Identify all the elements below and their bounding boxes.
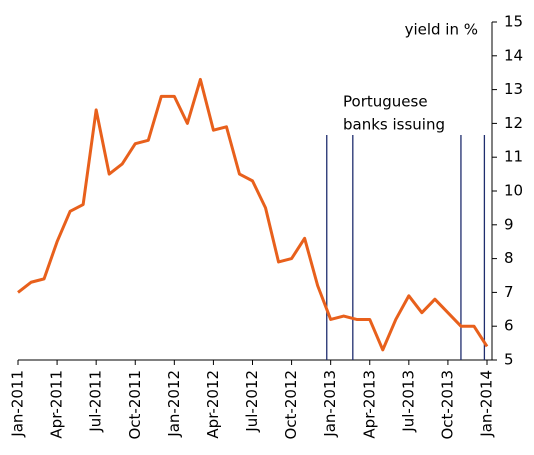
y-tick-label: 12 [504, 114, 523, 132]
x-tick-label: Jul-2013 [399, 370, 417, 433]
y-tick-label: 8 [504, 249, 514, 267]
y-tick-label: 11 [504, 148, 523, 166]
x-tick-label: Apr-2012 [204, 370, 222, 439]
y-tick-label: 9 [504, 215, 514, 233]
y-tick-label: 6 [504, 317, 514, 335]
annotation: Portuguese [343, 93, 428, 111]
y-tick-label: 13 [504, 80, 523, 98]
y-axis-label: yield in % [405, 21, 478, 39]
x-tick-label: Jul-2011 [87, 370, 105, 433]
x-tick-label: Jan-2012 [165, 370, 183, 438]
x-tick-label: Jul-2012 [243, 370, 261, 433]
x-tick-label: Jan-2013 [321, 370, 339, 438]
y-tick-label: 10 [504, 182, 523, 200]
data-line [17, 77, 489, 352]
y-tick-label: 14 [504, 46, 523, 64]
x-tick-label: Apr-2013 [360, 370, 378, 439]
x-tick-label: Jan-2014 [478, 370, 496, 438]
y-tick-label: 15 [504, 13, 523, 31]
x-tick-label: Oct-2011 [126, 370, 144, 440]
x-tick-label: Jan-2011 [9, 370, 27, 438]
y-tick-label: 5 [504, 351, 514, 369]
annotation: banks issuing [343, 116, 445, 134]
x-tick-label: Apr-2011 [48, 370, 66, 439]
x-tick-label: Oct-2013 [438, 370, 456, 440]
x-tick-label: Oct-2012 [282, 370, 300, 440]
y-tick-label: 7 [504, 283, 514, 301]
